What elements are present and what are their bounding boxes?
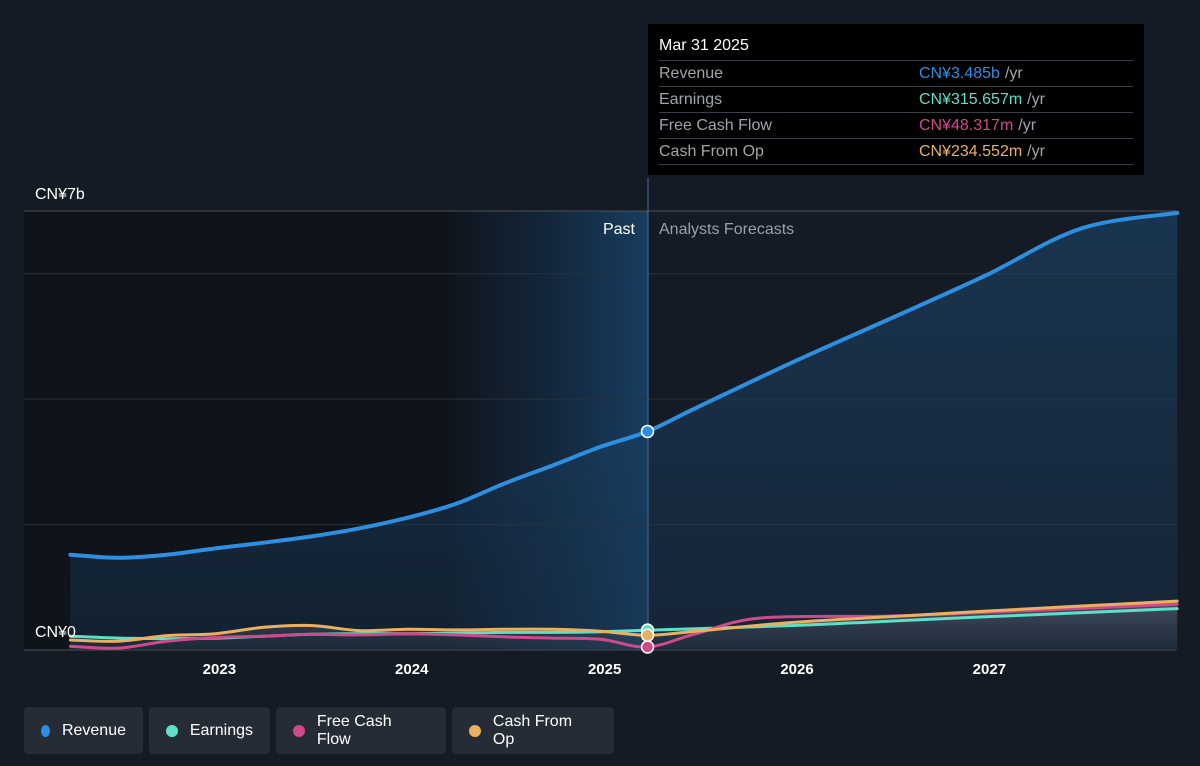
cash-from-op-line <box>68 599 1179 643</box>
earnings-dot-icon <box>166 724 178 737</box>
legend-item-earnings[interactable]: Earnings <box>149 707 270 754</box>
tooltip-unit: /yr <box>1027 142 1045 160</box>
x-tick-label: 2027 <box>973 661 1006 678</box>
free-cash-flow-marker <box>640 640 655 654</box>
tooltip-row-revenue: Revenue CN¥3.485b /yr <box>659 60 1133 86</box>
legend-label: Cash From Op <box>492 712 573 748</box>
tooltip-label: Revenue <box>659 64 724 82</box>
cash-from-op-area <box>70 601 1178 650</box>
tooltip-value: CN¥3.485b <box>919 64 1000 82</box>
tooltip-row-cash-from-op: Cash From Op CN¥234.552m /yr <box>659 138 1133 165</box>
tooltip-value: CN¥48.317m <box>919 116 1014 134</box>
series-areas <box>70 212 1178 650</box>
tooltip-value: CN¥234.552m <box>919 142 1023 160</box>
legend-item-free-cash-flow[interactable]: Free Cash Flow <box>276 707 446 754</box>
series-lines <box>68 210 1180 650</box>
forecast-label: Analysts Forecasts <box>659 221 794 238</box>
x-tick-label: 2024 <box>395 661 429 678</box>
legend: Revenue Earnings Free Cash Flow Cash Fro… <box>24 707 614 754</box>
tooltip-unit: /yr <box>1004 64 1023 82</box>
tooltip-row-free-cash-flow: Free Cash Flow CN¥48.317m /yr <box>659 112 1133 138</box>
legend-label: Revenue <box>61 721 126 739</box>
legend-item-revenue[interactable]: Revenue <box>24 707 143 754</box>
legend-label: Earnings <box>189 721 253 739</box>
cash-from-op-marker <box>640 628 655 643</box>
tooltip-date: Mar 31 2025 <box>659 37 749 54</box>
revenue-marker <box>640 424 655 439</box>
x-tick-label: 2023 <box>203 661 236 678</box>
tooltip-label: Earnings <box>659 90 723 108</box>
revenue-area <box>70 212 1178 650</box>
y-axis-top-label: CN¥7b <box>35 186 85 203</box>
tooltip: Mar 31 2025 Revenue CN¥3.485b /yr Earnin… <box>648 24 1144 175</box>
revenue-line <box>68 210 1180 560</box>
tooltip-unit: /yr <box>1027 90 1045 108</box>
tooltip-value: CN¥315.657m <box>919 90 1023 108</box>
y-axis-bottom-label: CN¥0 <box>35 624 76 641</box>
x-tick-label: 2025 <box>588 661 621 678</box>
revenue-dot-icon <box>41 724 50 737</box>
series-markers <box>640 424 655 654</box>
tooltip-label: Cash From Op <box>659 142 764 160</box>
chart-canvas: Past Analysts Forecasts CN¥7b CN¥0 2023 2… <box>24 178 1180 678</box>
cash-from-op-dot-icon <box>469 724 481 737</box>
tooltip-unit: /yr <box>1018 116 1037 134</box>
past-label: Past <box>603 221 636 238</box>
legend-label: Free Cash Flow <box>316 712 392 748</box>
tooltip-label: Free Cash Flow <box>659 116 772 134</box>
free-cash-flow-dot-icon <box>293 724 305 737</box>
x-tick-label: 2026 <box>780 661 813 678</box>
tooltip-row-earnings: Earnings CN¥315.657m /yr <box>659 86 1133 112</box>
legend-item-cash-from-op[interactable]: Cash From Op <box>452 707 614 754</box>
x-axis-ticks: 2023 2024 2025 2026 2027 <box>203 661 1006 678</box>
